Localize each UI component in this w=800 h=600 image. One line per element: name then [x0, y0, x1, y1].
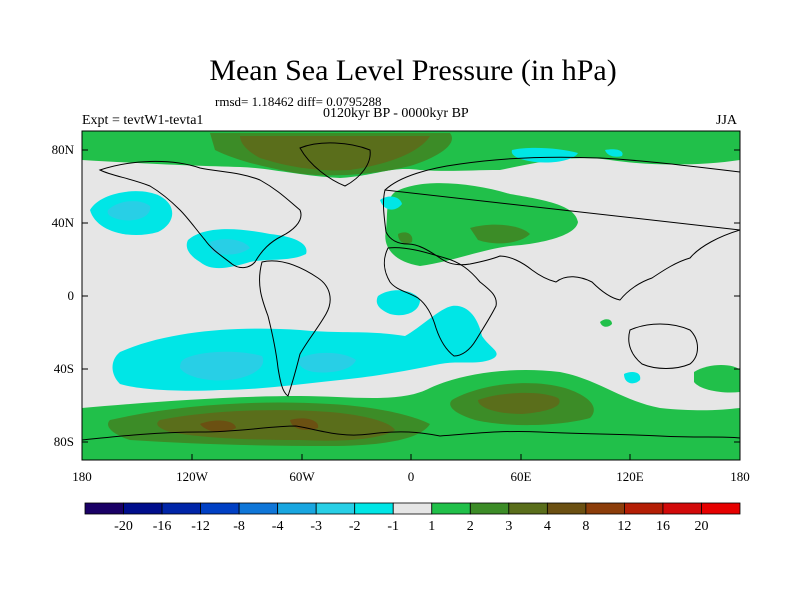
colorbar-tick-label: 4 [543, 519, 551, 534]
colorbar-swatch [200, 502, 240, 515]
colorbar-tick-label: -12 [191, 519, 210, 534]
colorbar-swatch [469, 502, 510, 515]
stats-label: rmsd= 1.18462 diff= 0.0795288 [215, 94, 382, 109]
colorbar-tick-label: -2 [348, 519, 361, 534]
australia-negative [624, 372, 641, 384]
colorbar-tick-label: 16 [655, 519, 670, 534]
colorbar-swatch [392, 502, 433, 515]
colorbar-tick-label: -16 [152, 519, 172, 534]
colorbar-swatch [701, 502, 741, 515]
australia-coast [628, 323, 698, 369]
lon-label-180w: 180 [72, 469, 92, 484]
colorbar-swatch [624, 502, 664, 515]
colorbar-tick-label: 3 [505, 519, 513, 534]
experiment-label: Expt = tevtW1-tevta1 [82, 113, 204, 128]
lon-label-120w: 120W [176, 469, 208, 484]
west-africa-negative [376, 290, 420, 316]
south-atlantic-negative-core [298, 352, 356, 373]
atlantic-negative-small [380, 196, 402, 210]
siberia-negative [511, 147, 578, 163]
south-america-coast [259, 260, 331, 397]
colorbar-tick-label: 8 [582, 519, 590, 534]
colorbar-swatch [277, 502, 317, 515]
period-label: 0120kyr BP - 0000kyr BP [323, 106, 469, 121]
colorbar-tick-label: -1 [387, 519, 400, 534]
colorbar-swatch [238, 502, 279, 515]
lon-label-60e: 60E [510, 469, 532, 484]
colorbar-swatch [354, 502, 394, 515]
antarctic-high-spot [200, 420, 236, 433]
axis-ticks [82, 149, 740, 460]
colorbar-swatch [161, 502, 201, 515]
colorbar-swatch [508, 502, 548, 515]
colorbar-tick-label: 20 [694, 519, 709, 534]
lat-label-80n: 80N [51, 142, 74, 157]
colorbar [84, 502, 741, 515]
caribbean-negative-core [210, 239, 250, 255]
season-label: JJA [716, 113, 738, 128]
colorbar-swatch [546, 502, 587, 515]
antarctic-positive-inner-west [157, 410, 395, 441]
greenland-coast [299, 142, 371, 187]
north-pacific-negative-core [107, 201, 151, 221]
lat-label-0: 0 [67, 288, 75, 303]
lon-label-180e: 180 [730, 469, 750, 484]
colorbar-tick-label: 2 [466, 519, 474, 534]
map-title: Mean Sea Level Pressure (in hPa) [209, 54, 617, 87]
colorbar-swatch [123, 502, 163, 515]
indian-ocean-positive [600, 319, 612, 327]
antarctic-high-spot-2 [290, 418, 319, 430]
colorbar-swatch [315, 502, 356, 515]
lat-label-80s: 80S [53, 434, 74, 449]
colorbar-tick-label: 1 [428, 519, 436, 534]
lon-label-120e: 120E [616, 469, 644, 484]
colorbar-swatch [431, 502, 471, 515]
lat-label-40n: 40N [51, 215, 74, 230]
colorbar-tick-label: 12 [617, 519, 632, 534]
eurasia-positive-core [470, 224, 530, 244]
south-pacific-negative-core [180, 351, 264, 381]
arctic-high-inner [240, 136, 430, 171]
tasman-positive [694, 365, 740, 393]
eurasia-coast [382, 156, 740, 301]
north-america-coast [98, 160, 302, 269]
anomaly-shading [82, 131, 740, 460]
europe-small-core [398, 232, 413, 244]
coastlines [82, 142, 740, 441]
antarctica-coast [82, 425, 740, 441]
siberia-negative-small [605, 149, 623, 157]
colorbar-swatch [662, 502, 702, 515]
africa-coast [383, 247, 497, 357]
lon-label-60w: 60W [289, 469, 315, 484]
antarctic-positive-inner-east [478, 392, 560, 414]
lat-label-40s: 40S [53, 361, 74, 376]
colorbar-tick-label: -20 [114, 519, 133, 534]
colorbar-swatch [84, 502, 124, 515]
colorbar-tick-label: -4 [271, 519, 284, 534]
lon-label-0: 0 [407, 469, 415, 484]
colorbar-tick-label: -3 [310, 519, 322, 534]
colorbar-swatch [585, 502, 625, 515]
eurasia-positive [385, 183, 578, 266]
colorbar-tick-label: -8 [233, 519, 245, 534]
